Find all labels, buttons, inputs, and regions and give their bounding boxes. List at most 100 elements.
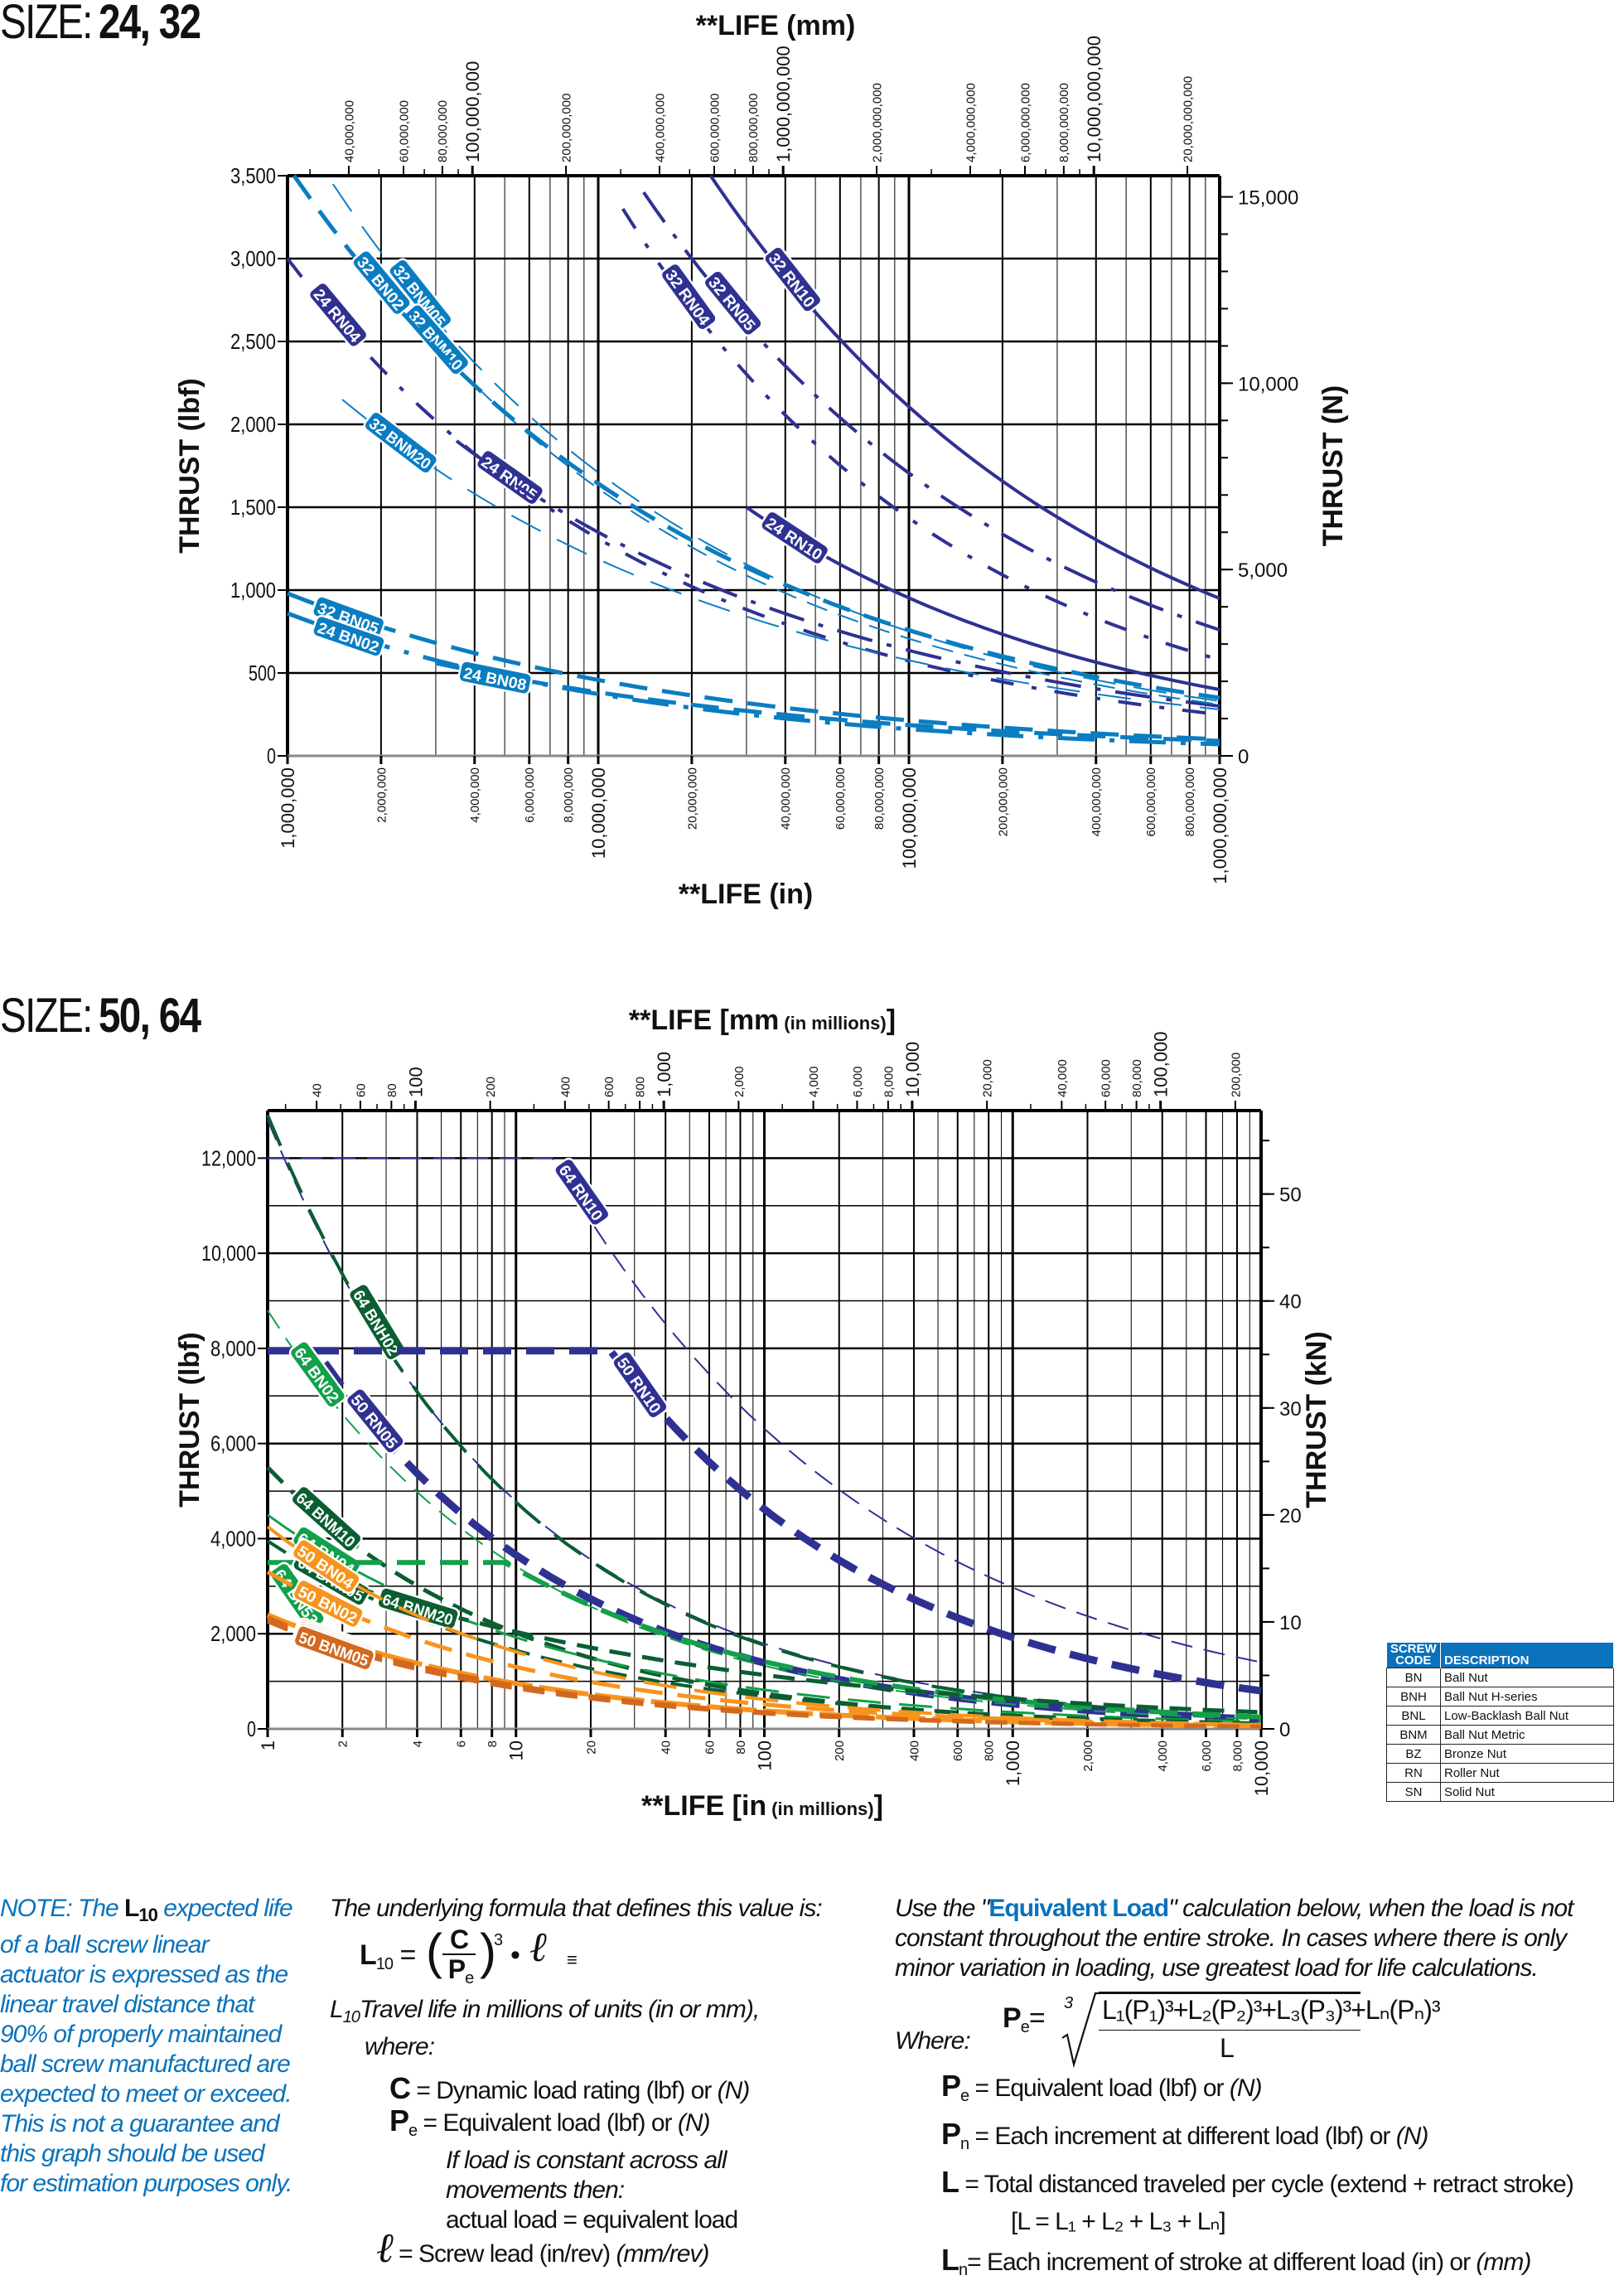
equivalent-equation: Where: Pe= 3 L₁(P₁)³+L₂(P₂)³+L₃(P₃)³+Lₙ(… (895, 1983, 1624, 2070)
description-cell: Low-Backlash Ball Nut (1440, 1706, 1614, 1726)
formula-denominator: Pe (442, 1955, 479, 1992)
def-lead-unit: (mm/rev) (616, 2240, 709, 2268)
y-tick-label: 6,000 (210, 1431, 256, 1456)
intro-equivalent-load: Equivalent Load (988, 1895, 1169, 1922)
chart1-size-title: SIZE: 24, 32 (0, 0, 222, 46)
formula-den-sub: e (465, 1969, 474, 1987)
top-tick-label: 6,000 (851, 1066, 865, 1097)
y-right-tick-label: 30 (1279, 1398, 1302, 1421)
top-axis-title-main: **LIFE [mm (629, 1005, 779, 1036)
equivalent-intro: Use the "Equivalent Load" calculation be… (895, 1894, 1624, 1983)
screw-code-table: SCREW CODE DESCRIPTION BN Ball Nut BNH Ball … (1386, 1643, 1614, 1802)
l-sum: [L = L₁ + L₂ + L₃ + Lₙ] (1011, 2208, 1226, 2235)
y-right-tick-label: 10 (1279, 1612, 1302, 1634)
y-tick-label: 2,000 (210, 1621, 256, 1646)
eq-lhs-p: P (1003, 2002, 1022, 2034)
code-cell: RN (1386, 1763, 1441, 1783)
series-label-pill (290, 1484, 363, 1553)
x-axis-title-end: ] (874, 1790, 883, 1822)
top-tick-label: 80,000 (1130, 1059, 1144, 1097)
y-right-tick-label: 20 (1279, 1505, 1302, 1527)
series-label-pill (763, 245, 823, 313)
description-cell: Solid Nut (1440, 1782, 1614, 1802)
top-tick-label: 60,000,000 (397, 100, 411, 162)
top-tick-label: 60 (354, 1083, 368, 1097)
top-tick-label: 20,000,000,000 (1181, 76, 1195, 162)
x-tick-label: 80 (734, 1740, 748, 1755)
code-cell: BNM (1386, 1725, 1441, 1745)
formula-exponent: 3 (494, 1931, 503, 1949)
equivalent-load-section: Use the "Equivalent Load" calculation be… (895, 1894, 1624, 2285)
code-cell: BNH (1386, 1687, 1441, 1706)
table-row: BNM Ball Nut Metric (1386, 1725, 1614, 1745)
y-right-tick-label: 50 (1279, 1184, 1302, 1207)
definition-row: Pe = Equivalent load (lbf) or (N) (941, 2071, 1624, 2111)
top-tick-label: 6,000,000,000 (1018, 83, 1032, 162)
x-tick-label: 60 (703, 1740, 717, 1755)
x-tick-label: 60,000,000 (834, 767, 848, 830)
y-right-tick-label: 10,000 (1238, 373, 1298, 395)
y-axis-title: THRUST (lbf) (174, 1332, 205, 1508)
formula-def-l10: L10Travel life in millions of units (in … (330, 1995, 860, 2032)
top-tick-label: 600,000,000 (708, 94, 722, 162)
x-tick-label: 100,000,000 (899, 767, 920, 869)
series-line-32-bnm20 (341, 399, 1220, 710)
def-pe-text: = Equivalent load (lbf) or (417, 2109, 678, 2137)
y-right-tick-label: 0 (1238, 746, 1249, 768)
series-line-32-bnm10 (365, 261, 1220, 705)
header-code-line1: SCREW (1390, 1642, 1437, 1656)
note-l10-letter: L (124, 1895, 139, 1922)
table-body: BN Ball Nut BNH Ball Nut H-series BNL Low-Bac… (1386, 1668, 1614, 1802)
y-tick-label: 4,000 (210, 1526, 256, 1551)
radical-icon (1061, 1992, 1100, 2068)
y-tick-label: 8,000 (210, 1336, 256, 1361)
def-l10-text: Travel life in millions of units (in or … (359, 1996, 760, 2023)
code-cell: BN (1386, 1668, 1441, 1687)
series-label: 24 RN04 (307, 281, 369, 349)
y-tick-label: 3,500 (230, 163, 276, 188)
y-right-tick-label: 0 (1279, 1719, 1290, 1741)
series-label: 64 BNM20 (376, 1586, 460, 1631)
x-tick-label: 400,000,000 (1090, 767, 1104, 836)
x-tick-label: 40 (660, 1740, 674, 1755)
y-tick-label: 1,000 (230, 578, 276, 603)
formula-where: where: (365, 2033, 435, 2060)
series-line-50-bn02 (266, 1570, 1262, 1727)
x-tick-label: 2 (336, 1740, 350, 1747)
formula-eq: = (393, 1939, 416, 1971)
top-tick-label: 8,000 (882, 1066, 896, 1097)
def-symbol: P (941, 2069, 961, 2103)
size-label: SIZE: (0, 0, 93, 49)
top-tick-label: 4,000 (807, 1066, 821, 1097)
def-unit: (mm) (1476, 2249, 1531, 2276)
y-tick-label: 2,500 (230, 329, 276, 354)
series-line-24-bn08 (435, 661, 1220, 743)
code-cell: BNL (1386, 1706, 1441, 1726)
x-tick-label: 200 (833, 1740, 847, 1761)
x-tick-label: 8,000 (1230, 1740, 1245, 1772)
series-label: 32 BNM20 (363, 410, 439, 475)
series-line-32-bnm05 (331, 183, 1220, 702)
x-tick-label: 800,000,000 (1183, 767, 1197, 836)
def-subscript: n (959, 2261, 968, 2279)
size-value: 24, 32 (99, 0, 201, 49)
formula-equation: L10 = ( C Pe ) 3 • ℓ ≡ (360, 1924, 860, 1987)
x-tick-label: 6 (455, 1740, 469, 1747)
top-tick-label: 40,000 (1056, 1059, 1070, 1097)
top-tick-label: 8,000,000,000 (1057, 83, 1071, 162)
series-label-pill (403, 303, 471, 376)
top-tick-label: 80,000,000 (436, 100, 450, 162)
x-tick-label: 4,000,000 (468, 767, 482, 823)
definition-row: Pn = Each increment at different load (l… (941, 2119, 1624, 2159)
table-row: BNH Ball Nut H-series (1386, 1687, 1614, 1706)
def-symbol: L (941, 2243, 959, 2277)
series-label-pill (307, 281, 369, 349)
x-tick-label: 2,000 (1081, 1740, 1095, 1772)
description-cell: Ball Nut H-series (1440, 1687, 1614, 1706)
series-label: 32 RN10 (763, 245, 823, 313)
y-right-axis-title: THRUST (N) (1317, 385, 1349, 547)
y-tick-label: 3,000 (230, 246, 276, 271)
size-value: 50, 64 (99, 989, 201, 1043)
definition-row: L = Total distanced traveled per cycle (… (941, 2167, 1624, 2207)
